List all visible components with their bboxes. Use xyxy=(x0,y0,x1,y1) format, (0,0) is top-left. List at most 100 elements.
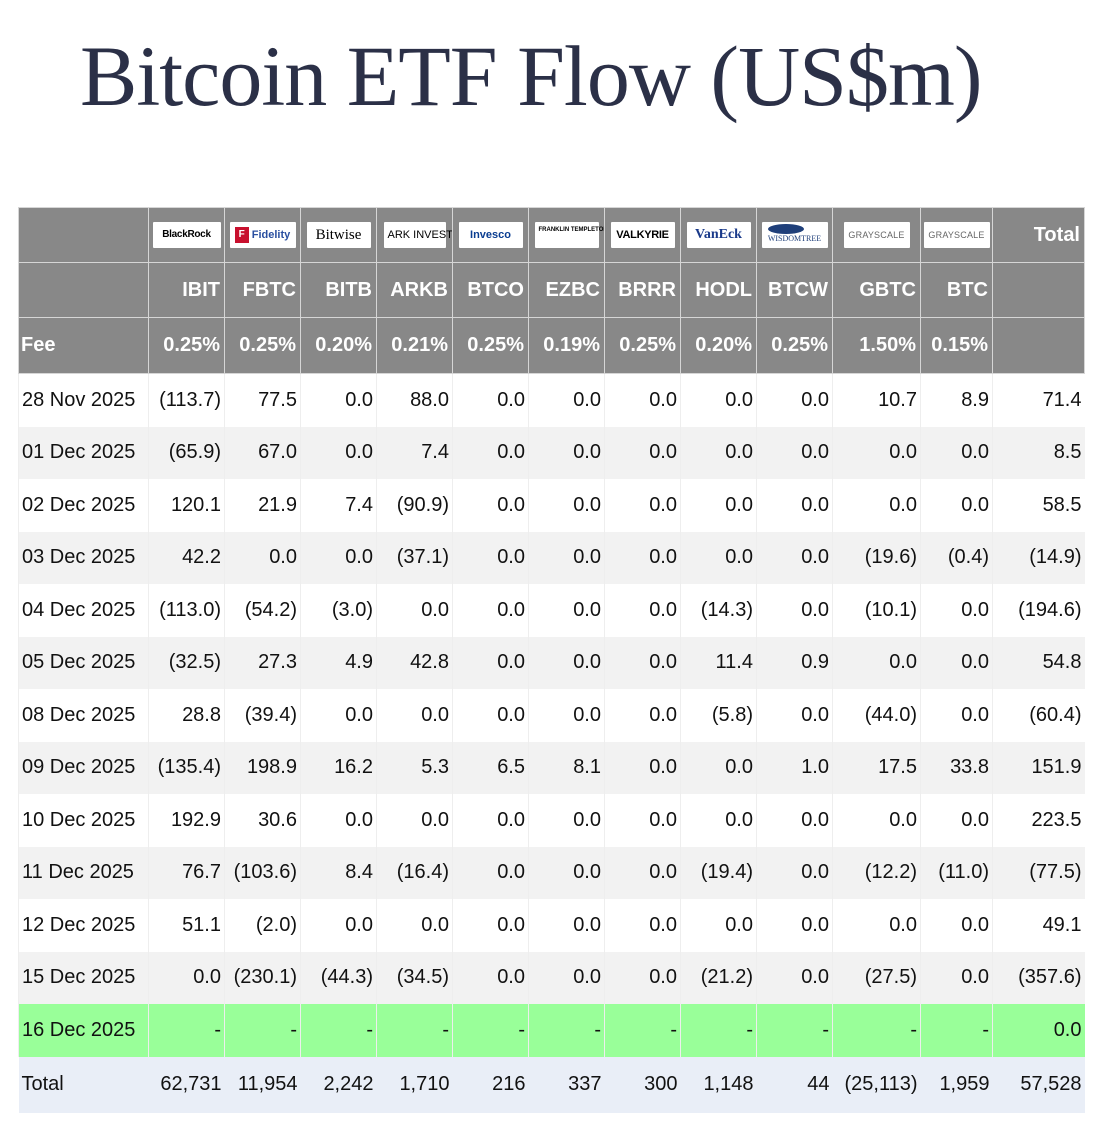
flow-cell-btcw: 0.0 xyxy=(756,479,833,532)
logo-cell-ark: ARK INVEST xyxy=(376,207,453,263)
flow-cell-btc: 8.9 xyxy=(920,373,993,427)
flow-cell-ibit: (135.4) xyxy=(148,741,225,794)
flow-cell-arkb: 88.0 xyxy=(376,373,453,427)
flow-cell-btcw: 0.0 xyxy=(756,373,833,427)
flow-cell-ezbc: 0.0 xyxy=(528,951,605,1004)
logo-cell-vaneck: VanEck xyxy=(680,207,757,263)
ticker-btc: BTC xyxy=(920,262,993,318)
fee-bitb: 0.20% xyxy=(300,317,377,374)
flow-cell-bitb: 8.4 xyxy=(300,846,377,899)
flow-cell-btc: 0.0 xyxy=(920,899,993,952)
flow-cell-arkb: 0.0 xyxy=(376,794,453,847)
flow-cell-btco: 6.5 xyxy=(452,741,529,794)
flow-cell-btcw: 0.9 xyxy=(756,636,833,689)
row-date: 28 Nov 2025 xyxy=(18,373,149,427)
flow-cell-bitb: 0.0 xyxy=(300,531,377,584)
ticker-gbtc: GBTC xyxy=(832,262,921,318)
flow-cell-ezbc: 0.0 xyxy=(528,584,605,637)
flow-cell-ibit: 76.7 xyxy=(148,846,225,899)
row-total: 71.4 xyxy=(992,373,1085,427)
flow-cell-arkb: - xyxy=(376,1004,453,1057)
flow-cell-hodl: 0.0 xyxy=(680,531,757,584)
total-cell-hodl: 1,148 xyxy=(680,1056,757,1113)
vaneck-logo: VanEck xyxy=(686,222,751,248)
flow-cell-ibit: 0.0 xyxy=(148,951,225,1004)
flow-cell-fbtc: - xyxy=(224,1004,301,1057)
grayscale-logo: GRAYSCALE xyxy=(923,222,990,248)
flow-cell-arkb: (90.9) xyxy=(376,479,453,532)
flow-cell-btco: 0.0 xyxy=(452,794,529,847)
flow-cell-ibit: (113.0) xyxy=(148,584,225,637)
flow-cell-btco: 0.0 xyxy=(452,846,529,899)
flow-cell-brrr: 0.0 xyxy=(604,846,681,899)
fidelity-logo-text: Fidelity xyxy=(251,229,291,241)
flow-cell-arkb: (16.4) xyxy=(376,846,453,899)
total-cell-ibit: 62,731 xyxy=(148,1056,225,1113)
flow-cell-hodl: 0.0 xyxy=(680,899,757,952)
flow-cell-bitb: 4.9 xyxy=(300,636,377,689)
flow-cell-gbtc: 0.0 xyxy=(832,426,921,479)
flow-cell-btcw: 0.0 xyxy=(756,689,833,742)
ticker-row: IBIT FBTC BITB ARKB BTCO EZBC BRRR HODL … xyxy=(18,262,1085,318)
flow-cell-brrr: 0.0 xyxy=(604,373,681,427)
header-total-label: Total xyxy=(992,207,1085,263)
logo-cell-wisdomtree: WISDOMTREE xyxy=(756,207,833,263)
fee-btc: 0.15% xyxy=(920,317,993,374)
fee-total-blank xyxy=(992,317,1085,374)
logo-cell-grayscale-gbtc: GRAYSCALE xyxy=(832,207,921,263)
flow-cell-ezbc: 0.0 xyxy=(528,794,605,847)
flow-cell-btco: 0.0 xyxy=(452,584,529,637)
flow-cell-btco: 0.0 xyxy=(452,689,529,742)
flow-cell-arkb: 7.4 xyxy=(376,426,453,479)
table-row: 11 Dec 2025 76.7 (103.6) 8.4 (16.4) 0.0 0.0 0.0… xyxy=(18,846,1085,899)
grand-total: 57,528 xyxy=(992,1056,1085,1113)
flow-cell-ezbc: 0.0 xyxy=(528,636,605,689)
row-total: (357.6) xyxy=(992,951,1085,1004)
total-cell-fbtc: 11,954 xyxy=(224,1056,301,1113)
flow-cell-ezbc: 0.0 xyxy=(528,899,605,952)
flow-cell-bitb: (44.3) xyxy=(300,951,377,1004)
total-cell-btco: 216 xyxy=(452,1056,529,1113)
flow-cell-btc: (11.0) xyxy=(920,846,993,899)
flow-cell-bitb: 7.4 xyxy=(300,479,377,532)
wisdomtree-logo: WISDOMTREE xyxy=(761,222,828,248)
flow-cell-gbtc: 0.0 xyxy=(832,899,921,952)
flow-cell-bitb: 0.0 xyxy=(300,899,377,952)
flow-cell-btco: 0.0 xyxy=(452,951,529,1004)
row-date: 02 Dec 2025 xyxy=(18,479,149,532)
flow-cell-bitb: 0.0 xyxy=(300,373,377,427)
total-cell-arkb: 1,710 xyxy=(376,1056,453,1113)
row-total: 49.1 xyxy=(992,899,1085,952)
row-total: 58.5 xyxy=(992,479,1085,532)
flow-cell-bitb: 0.0 xyxy=(300,426,377,479)
flow-cell-gbtc: (19.6) xyxy=(832,531,921,584)
flow-cell-gbtc: (10.1) xyxy=(832,584,921,637)
flow-cell-brrr: 0.0 xyxy=(604,584,681,637)
flow-cell-fbtc: (54.2) xyxy=(224,584,301,637)
row-date: 01 Dec 2025 xyxy=(18,426,149,479)
flow-cell-brrr: - xyxy=(604,1004,681,1057)
totals-label: Total xyxy=(18,1056,149,1113)
flow-cell-ibit: - xyxy=(148,1004,225,1057)
flow-cell-fbtc: 21.9 xyxy=(224,479,301,532)
flow-cell-brrr: 0.0 xyxy=(604,636,681,689)
franklin-templeton-logo: FRANKLIN TEMPLETON xyxy=(534,222,604,248)
ticker-arkb: ARKB xyxy=(376,262,453,318)
ticker-btcw: BTCW xyxy=(756,262,833,318)
flow-cell-fbtc: 27.3 xyxy=(224,636,301,689)
row-date: 15 Dec 2025 xyxy=(18,951,149,1004)
flow-cell-ibit: 192.9 xyxy=(148,794,225,847)
flow-cell-hodl: (5.8) xyxy=(680,689,757,742)
row-total: 151.9 xyxy=(992,741,1085,794)
flow-cell-ibit: (65.9) xyxy=(148,426,225,479)
logo-cell-valkyrie: VALKYRIE xyxy=(604,207,681,263)
flow-cell-gbtc: 0.0 xyxy=(832,479,921,532)
flow-cell-arkb: 0.0 xyxy=(376,899,453,952)
flow-cell-btcw: 0.0 xyxy=(756,846,833,899)
fidelity-mark-icon: F xyxy=(234,227,249,244)
flow-cell-btcw: 0.0 xyxy=(756,584,833,637)
etf-flow-table: BlackRock F Fidelity Bitwise ARK INVEST I… xyxy=(18,207,1085,1113)
flow-cell-btco: 0.0 xyxy=(452,373,529,427)
grayscale-logo: GRAYSCALE xyxy=(843,222,910,248)
flow-cell-hodl: 0.0 xyxy=(680,479,757,532)
